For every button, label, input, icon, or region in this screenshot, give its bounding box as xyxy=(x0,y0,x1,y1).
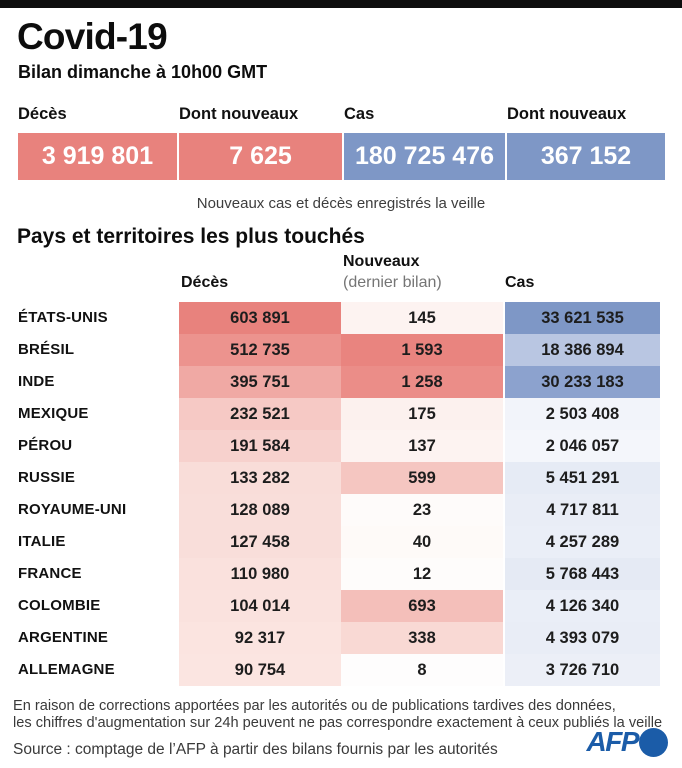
deaths-cell: 92 317 xyxy=(179,622,341,654)
country-label: BRÉSIL xyxy=(18,341,75,358)
new-deaths-cell: 599 xyxy=(341,462,503,494)
cases-cell: 2 503 408 xyxy=(505,398,660,430)
cases-cell: 33 621 535 xyxy=(505,302,660,334)
cases-cell: 4 717 811 xyxy=(505,494,660,526)
stat-value-cas-nouveaux: 367 152 xyxy=(507,133,665,180)
stat-label-deces: Décès xyxy=(18,105,67,123)
cases-cell: 4 126 340 xyxy=(505,590,660,622)
new-deaths-cell: 40 xyxy=(341,526,503,558)
cases-cell: 3 726 710 xyxy=(505,654,660,686)
country-label: ALLEMAGNE xyxy=(18,661,115,678)
afp-logo-text: AFP xyxy=(586,726,640,757)
deaths-cell: 191 584 xyxy=(179,430,341,462)
cases-cell: 18 386 894 xyxy=(505,334,660,366)
stat-label-deces-nouveaux: Dont nouveaux xyxy=(179,105,299,123)
summary-note: Nouveaux cas et décès enregistrés la vei… xyxy=(196,195,486,212)
country-label: ARGENTINE xyxy=(18,629,109,646)
country-label: RUSSIE xyxy=(18,469,76,486)
deaths-cell: 128 089 xyxy=(179,494,341,526)
table-row: PÉROU 191 584 137 2 046 057 xyxy=(0,430,682,462)
country-label: COLOMBIE xyxy=(18,597,101,614)
column-header-deces: Décès xyxy=(181,274,229,291)
new-deaths-cell: 23 xyxy=(341,494,503,526)
cases-cell: 5 768 443 xyxy=(505,558,660,590)
table-row: INDE 395 751 1 258 30 233 183 xyxy=(0,366,682,398)
country-label: FRANCE xyxy=(18,565,82,582)
column-header-nouveaux: Nouveaux xyxy=(343,253,420,270)
stat-label-cas-nouveaux: Dont nouveaux xyxy=(507,105,627,123)
table-row: ARGENTINE 92 317 338 4 393 079 xyxy=(0,622,682,654)
deaths-cell: 133 282 xyxy=(179,462,341,494)
new-deaths-cell: 1 258 xyxy=(341,366,503,398)
country-table-rows: ÉTATS-UNIS 603 891 145 33 621 535 BRÉSIL… xyxy=(0,302,682,686)
page-title: Covid-19 xyxy=(17,16,168,57)
afp-logo-circle-icon xyxy=(639,727,668,757)
deaths-cell: 104 014 xyxy=(179,590,341,622)
deaths-cell: 395 751 xyxy=(179,366,341,398)
cases-cell: 2 046 057 xyxy=(505,430,660,462)
table-row: RUSSIE 133 282 599 5 451 291 xyxy=(0,462,682,494)
footnote-line-2: les chiffres d'augmentation sur 24h peuv… xyxy=(13,715,663,731)
stat-value-cas: 180 725 476 xyxy=(344,133,505,180)
new-deaths-cell: 1 593 xyxy=(341,334,503,366)
afp-logo: AFP xyxy=(586,726,668,757)
new-deaths-cell: 137 xyxy=(341,430,503,462)
column-header-cas: Cas xyxy=(505,274,535,291)
new-deaths-cell: 693 xyxy=(341,590,503,622)
country-label: PÉROU xyxy=(18,437,73,454)
deaths-cell: 90 754 xyxy=(179,654,341,686)
section-title: Pays et territoires les plus touchés xyxy=(17,225,365,248)
country-label: INDE xyxy=(18,373,55,390)
country-label: MEXIQUE xyxy=(18,405,89,422)
table-row: COLOMBIE 104 014 693 4 126 340 xyxy=(0,590,682,622)
country-label: ROYAUME-UNI xyxy=(18,501,127,518)
deaths-cell: 512 735 xyxy=(179,334,341,366)
new-deaths-cell: 338 xyxy=(341,622,503,654)
new-deaths-cell: 8 xyxy=(341,654,503,686)
table-row: FRANCE 110 980 12 5 768 443 xyxy=(0,558,682,590)
deaths-cell: 127 458 xyxy=(179,526,341,558)
top-black-bar xyxy=(0,0,682,8)
deaths-cell: 232 521 xyxy=(179,398,341,430)
source-text: Source : comptage de l’AFP à partir des … xyxy=(13,741,498,758)
cases-cell: 4 257 289 xyxy=(505,526,660,558)
footnote-line-1: En raison de corrections apportées par l… xyxy=(13,698,616,714)
column-header-dernier-bilan: (dernier bilan) xyxy=(343,274,442,291)
table-row: ÉTATS-UNIS 603 891 145 33 621 535 xyxy=(0,302,682,334)
new-deaths-cell: 12 xyxy=(341,558,503,590)
cases-cell: 30 233 183 xyxy=(505,366,660,398)
stat-value-deces-nouveaux: 7 625 xyxy=(179,133,342,180)
country-label: ÉTATS-UNIS xyxy=(18,309,108,326)
deaths-cell: 110 980 xyxy=(179,558,341,590)
deaths-cell: 603 891 xyxy=(179,302,341,334)
cases-cell: 4 393 079 xyxy=(505,622,660,654)
page-subtitle: Bilan dimanche à 10h00 GMT xyxy=(18,62,268,82)
table-row: ALLEMAGNE 90 754 8 3 726 710 xyxy=(0,654,682,686)
table-row: BRÉSIL 512 735 1 593 18 386 894 xyxy=(0,334,682,366)
table-row: ITALIE 127 458 40 4 257 289 xyxy=(0,526,682,558)
stat-value-deces: 3 919 801 xyxy=(18,133,177,180)
new-deaths-cell: 145 xyxy=(341,302,503,334)
table-row: ROYAUME-UNI 128 089 23 4 717 811 xyxy=(0,494,682,526)
country-label: ITALIE xyxy=(18,533,66,550)
stat-label-cas: Cas xyxy=(344,105,375,123)
cases-cell: 5 451 291 xyxy=(505,462,660,494)
new-deaths-cell: 175 xyxy=(341,398,503,430)
table-row: MEXIQUE 232 521 175 2 503 408 xyxy=(0,398,682,430)
